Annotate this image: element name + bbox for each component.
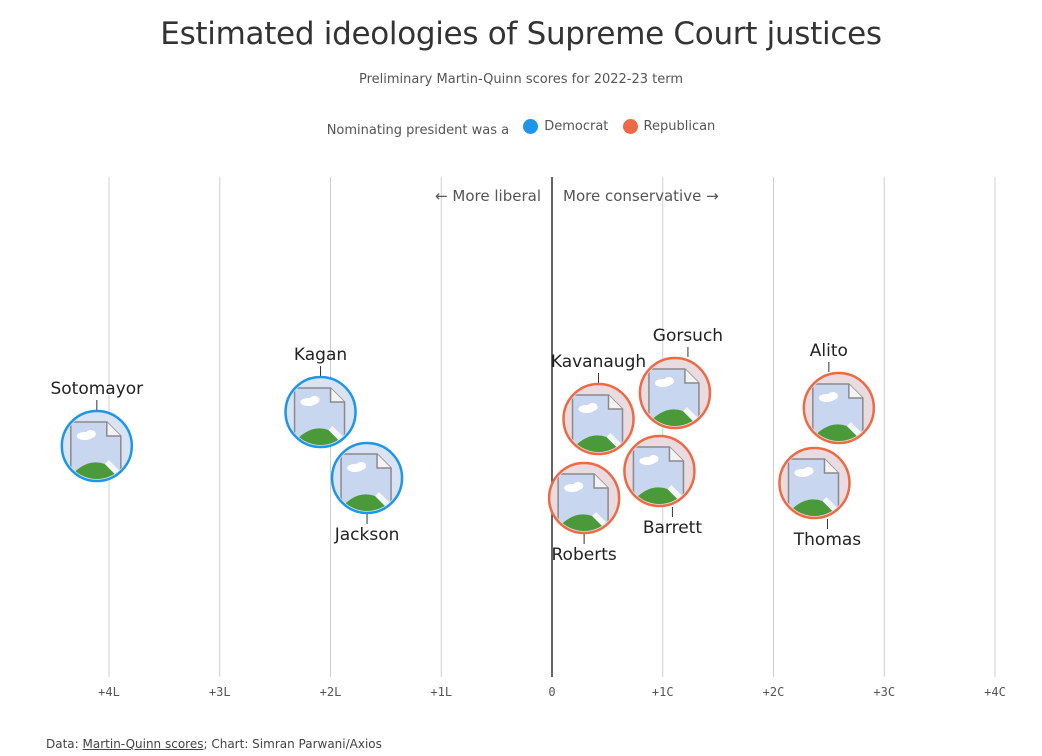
justice-point-kagan: Kagan	[284, 345, 357, 449]
tick-label-5: +1C	[652, 685, 674, 699]
justice-point-alito: Alito	[802, 341, 876, 445]
justice-point-sotomayor: Sotomayor	[50, 379, 143, 483]
party-ring	[562, 382, 635, 456]
justice-point-barrett: Barrett	[623, 434, 703, 538]
legend-swatch-democrat	[523, 119, 539, 134]
tick-label-8: +4C	[984, 685, 1006, 699]
tick-label-0: +4L	[98, 685, 120, 699]
footer-suffix: ; Chart: Simran Parwani/Axios	[203, 737, 382, 751]
party-ring	[284, 375, 357, 449]
legend-title: Nominating president was a	[326, 123, 510, 138]
justice-label-roberts: Roberts	[552, 545, 617, 565]
justice-point-gorsuch: Gorsuch	[638, 326, 723, 430]
justice-label-barrett: Barrett	[643, 518, 703, 538]
justice-label-alito: Alito	[810, 341, 848, 361]
chart-subtitle: Preliminary Martin-Quinn scores for 2022…	[358, 72, 684, 87]
justice-label-jackson: Jackson	[334, 525, 400, 545]
more-conservative-label: More conservative →	[563, 187, 719, 205]
tick-label-6: +2C	[763, 685, 785, 699]
justice-point-roberts: Roberts	[547, 461, 621, 565]
legend-label-republican: Republican	[643, 119, 716, 134]
justice-label-kavanaugh: Kavanaugh	[551, 352, 646, 372]
footer-prefix: Data:	[46, 737, 83, 751]
tick-label-2: +2L	[320, 685, 342, 699]
justice-point-jackson: Jackson	[330, 441, 404, 545]
justice-label-sotomayor: Sotomayor	[50, 379, 143, 399]
party-ring	[802, 371, 876, 445]
legend-swatch-republican	[622, 119, 638, 134]
legend-item-democrat: Democrat	[523, 119, 608, 134]
justice-label-thomas: Thomas	[793, 530, 862, 550]
justice-points: Sotomayor Kagan Jackson Kavanaugh Roberts Gor…	[50, 326, 876, 565]
tick-label-7: +3C	[873, 685, 895, 699]
legend-label-democrat: Democrat	[544, 119, 609, 134]
justice-label-gorsuch: Gorsuch	[653, 326, 723, 346]
tick-labels: +4L +3L +2L +1L 0 +1C +2C +3C +4C	[98, 685, 1006, 699]
more-liberal-label: ← More liberal	[435, 187, 541, 205]
party-ring	[547, 461, 621, 535]
tick-label-4: 0	[548, 685, 555, 699]
party-ring	[623, 434, 696, 508]
legend: Nominating president was a Democrat Repu…	[0, 119, 1042, 138]
tick-label-3: +1L	[430, 685, 452, 699]
party-ring	[60, 409, 134, 483]
legend-item-republican: Republican	[622, 119, 716, 134]
justice-point-thomas: Thomas	[778, 446, 862, 550]
party-ring	[778, 446, 851, 520]
source-link[interactable]: Martin-Quinn scores	[82, 737, 204, 751]
tick-label-1: +3L	[209, 685, 231, 699]
party-ring	[330, 441, 404, 515]
justice-label-kagan: Kagan	[294, 345, 347, 365]
broken-image-icon	[565, 394, 632, 452]
party-ring	[638, 356, 712, 430]
chart-plot: +4L +3L +2L +1L 0 +1C +2C +3C +4C ← More liberal…	[50, 177, 1006, 699]
justice-point-kavanaugh: Kavanaugh	[551, 352, 646, 456]
footer: Data: Martin-Quinn scores; Chart: Simran…	[46, 737, 382, 751]
chart-title: Estimated ideologies of Supreme Court ju…	[160, 16, 882, 52]
